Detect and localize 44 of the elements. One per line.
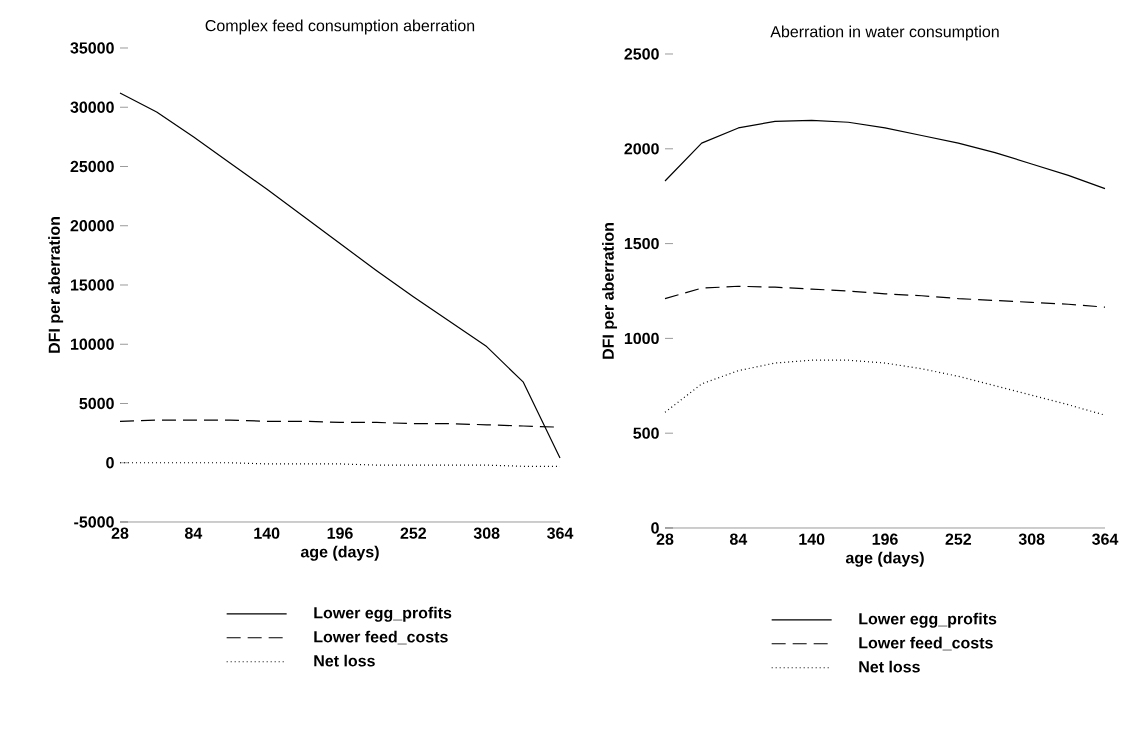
y-tick-label: 2000 — [624, 143, 659, 155]
legend-label: Lower egg_profits — [314, 606, 452, 622]
legend-label: Lower egg_profits — [859, 612, 997, 628]
y-tick-label: 0 — [651, 522, 659, 534]
x-tick-label: 308 — [1018, 533, 1045, 545]
x-tick-label: 28 — [111, 527, 129, 539]
y-tick-label: 20000 — [70, 220, 114, 232]
y-tick-label: 1500 — [624, 237, 659, 250]
x-tick-label: 84 — [729, 533, 748, 545]
y-tick-label: 1000 — [624, 332, 659, 345]
line-series — [664, 119, 1106, 190]
chart-title: Complex feed consumption aberration — [205, 19, 475, 35]
y-tick-label: 5000 — [79, 397, 114, 410]
x-tick-label: 252 — [400, 527, 427, 539]
x-tick-label: 252 — [945, 533, 972, 545]
x-tick-label: 84 — [184, 527, 203, 539]
x-tick-label: 140 — [799, 533, 825, 545]
chart-title: Aberration in water consumption — [770, 25, 999, 41]
y-tick-label: 30000 — [70, 101, 114, 113]
y-tick-label: 10000 — [70, 338, 114, 350]
x-tick-label: 196 — [327, 527, 353, 539]
line-series — [664, 285, 1106, 308]
y-axis-title: DFI per aberration — [602, 223, 618, 359]
y-tick-label: 2500 — [624, 48, 659, 60]
x-tick-label: 308 — [473, 527, 500, 539]
legend-label: Net loss — [859, 660, 920, 673]
y-tick-label: 500 — [633, 427, 659, 439]
y-tick-label: -5000 — [74, 516, 114, 528]
y-tick-label: 35000 — [70, 42, 114, 54]
legend-label: Net loss — [314, 654, 375, 667]
x-tick-label: 140 — [254, 527, 280, 539]
x-tick-label: 196 — [872, 533, 898, 545]
legend-label: Lower feed_costs — [314, 630, 448, 645]
x-axis-title: age (days) — [845, 551, 924, 567]
y-tick-label: 15000 — [70, 279, 114, 291]
x-tick-label: 28 — [656, 533, 674, 545]
legend-label: Lower feed_costs — [859, 636, 993, 651]
x-tick-label: 364 — [547, 527, 574, 539]
line-series — [664, 359, 1106, 416]
y-tick-label: 25000 — [70, 160, 114, 173]
x-tick-label: 364 — [1092, 533, 1119, 545]
y-tick-label: 0 — [106, 457, 114, 469]
y-axis-title: DFI per aberration — [48, 217, 64, 353]
x-axis-title: age (days) — [300, 545, 379, 561]
